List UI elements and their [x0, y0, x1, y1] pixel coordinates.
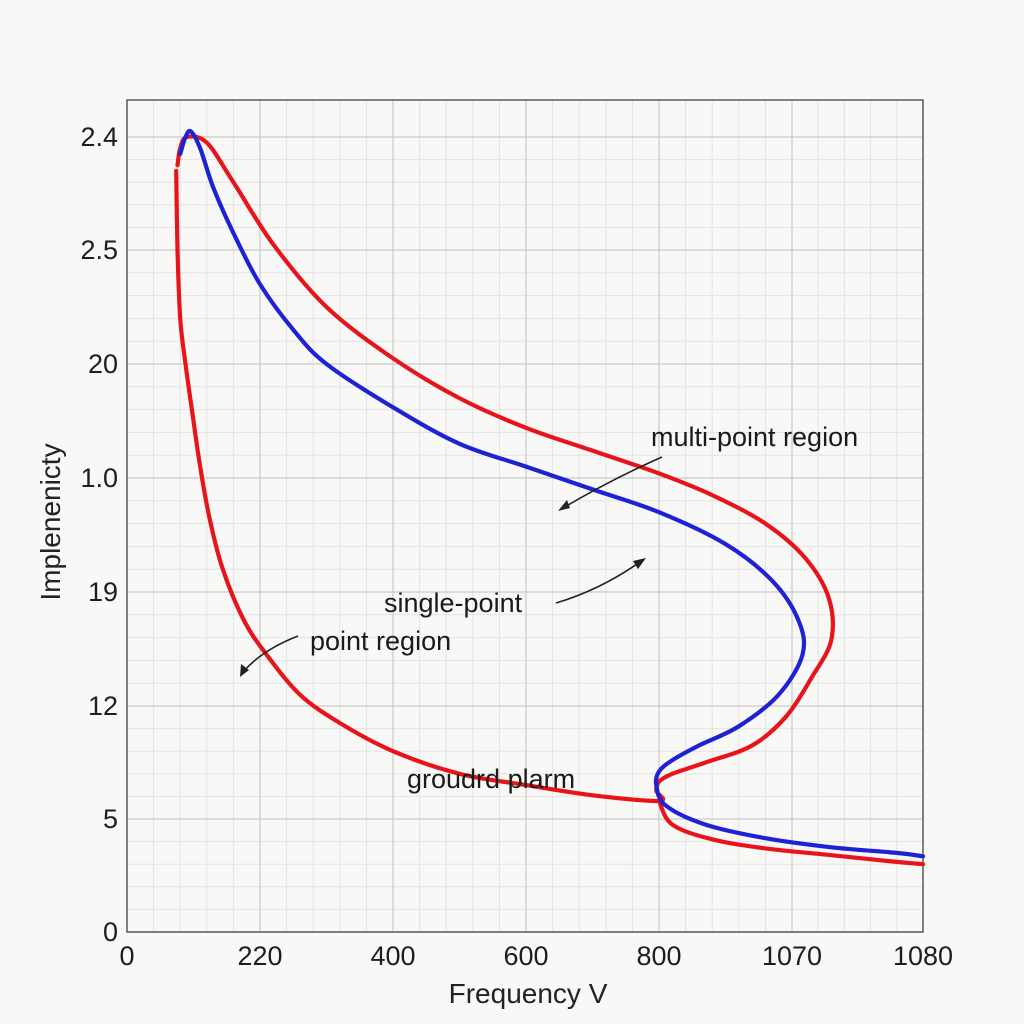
y-tick-label: 20 [88, 349, 118, 379]
arrowhead-single-point [633, 558, 646, 569]
x-tick-label: 400 [370, 941, 415, 971]
y-tick-label: 2.4 [80, 122, 118, 152]
x-tick-label: 1070 [762, 941, 822, 971]
y-tick-labels: 0 5 12 19 1.0 20 2.5 2.4 [80, 122, 118, 947]
annotation-ground-plane: groudrd plarm [407, 764, 575, 794]
arrowhead-multi-point [558, 500, 570, 511]
arrow-single-point [555, 561, 641, 604]
series-line-2 [178, 128, 926, 859]
annotations: multi-point region single-point point re… [240, 422, 858, 794]
y-tick-label: 2.5 [80, 235, 118, 265]
x-axis-title: Frequency V [449, 978, 608, 1009]
y-axis-title: Implenenicty [35, 443, 66, 600]
x-tick-label: 1080 [893, 941, 953, 971]
y-tick-label: 12 [88, 691, 118, 721]
arrow-point-region [242, 635, 299, 673]
series-line-0 [174, 134, 835, 804]
plot-frame [126, 99, 924, 933]
y-tick-label: 0 [103, 917, 118, 947]
x-tick-labels: 0 220 400 600 800 1070 1080 [119, 941, 953, 971]
x-tick-label: 600 [503, 941, 548, 971]
arrowhead-point-region [240, 664, 249, 677]
arrow-multi-point [562, 456, 663, 509]
series-line-1 [656, 798, 926, 867]
major-grid [126, 100, 924, 933]
x-tick-label: 800 [636, 941, 681, 971]
y-tick-label: 19 [88, 577, 118, 607]
series-layer [174, 128, 926, 867]
annotation-multi-point-region: multi-point region [651, 422, 858, 452]
y-tick-label: 5 [103, 804, 118, 834]
annotation-point-region: point region [310, 626, 451, 656]
annotation-single-point: single-point [384, 588, 523, 618]
minor-grid [127, 100, 923, 932]
x-tick-label: 220 [237, 941, 282, 971]
y-tick-label: 1.0 [80, 463, 118, 493]
x-tick-label: 0 [119, 941, 134, 971]
